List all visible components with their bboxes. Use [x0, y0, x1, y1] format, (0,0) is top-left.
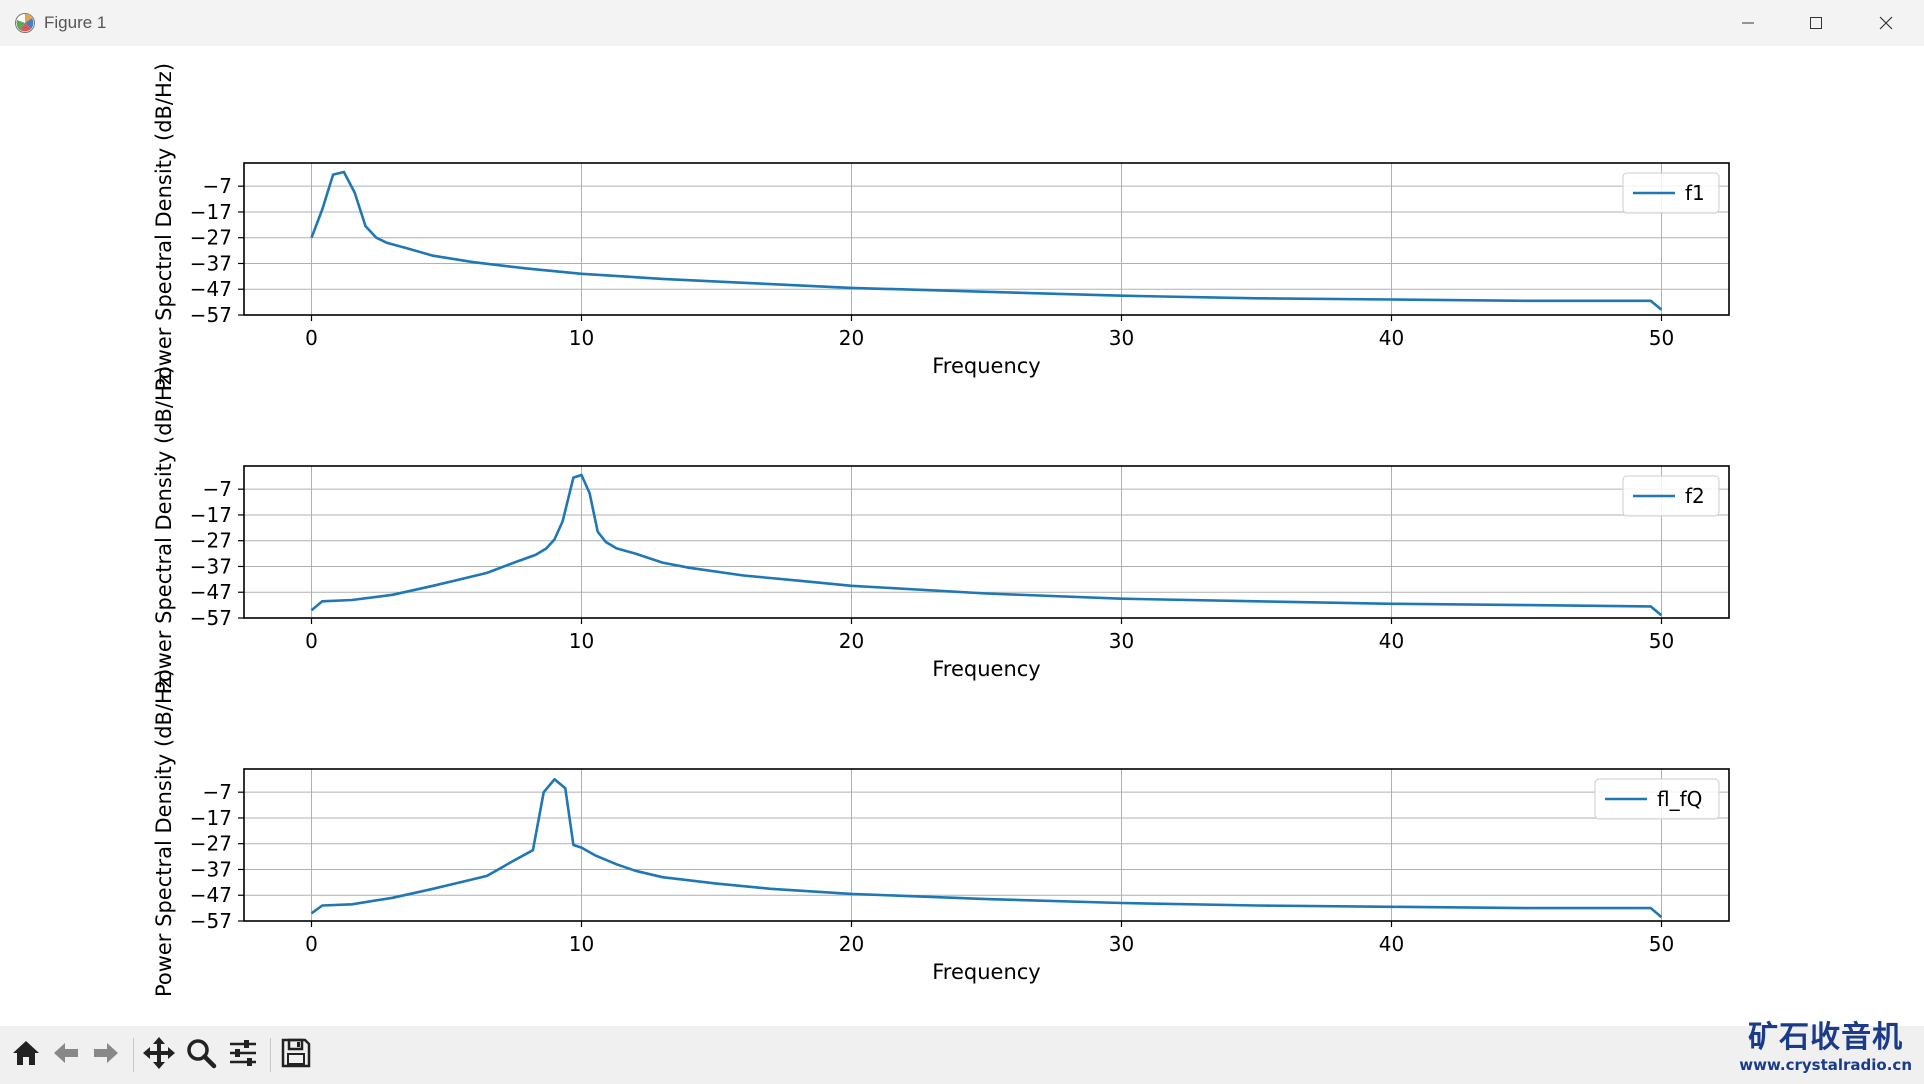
pan-button[interactable]	[139, 1036, 179, 1074]
subplot-2: 0 10 20 30 40 50 −7−17−27−37−47−57 Frequency Pow…	[152, 366, 1730, 694]
x-tick-label: 0	[305, 932, 318, 956]
minimize-button[interactable]	[1714, 0, 1782, 46]
x-tick-label: 20	[839, 326, 864, 350]
y-tick-label: −27	[190, 832, 232, 856]
y-axis-label: Power Spectral Density (dB/Hz)	[152, 366, 176, 694]
home-button[interactable]	[6, 1036, 46, 1074]
series-line-fl_fQ	[310, 777, 1663, 919]
y-tick-label: −47	[190, 580, 232, 604]
watermark-logo: 矿石收音机	[1748, 1020, 1904, 1055]
save-button[interactable]	[276, 1036, 316, 1074]
legend-label: fl_fQ	[1657, 787, 1702, 811]
x-axis-label: Frequency	[932, 960, 1041, 984]
x-tick-label: 40	[1379, 326, 1404, 350]
legend: fl_fQ	[1594, 778, 1720, 820]
sliders-icon	[227, 1037, 259, 1073]
x-tick-label: 10	[569, 932, 594, 956]
x-tick-label: 0	[305, 629, 318, 653]
subplot-1: 0 10 20 30 40 50 −7−17−27−37−47−57 Frequency Pow…	[152, 63, 1730, 391]
x-tick-label: 40	[1379, 932, 1404, 956]
x-tick-label: 10	[569, 629, 594, 653]
y-tick-label: −37	[190, 251, 232, 275]
minimize-icon	[1741, 16, 1755, 30]
navigation-toolbar	[0, 1026, 1924, 1084]
axes-frame	[243, 768, 1730, 922]
y-axis-label: Power Spectral Density (dB/Hz)	[152, 669, 176, 997]
y-axis-label: Power Spectral Density (dB/Hz)	[152, 63, 176, 391]
x-axis-label: Frequency	[932, 657, 1041, 681]
save-icon	[280, 1037, 312, 1073]
maximize-button[interactable]	[1782, 0, 1850, 46]
maximize-icon	[1809, 16, 1823, 30]
window-title: Figure 1	[44, 13, 107, 32]
matplotlib-icon	[14, 12, 36, 34]
toolbar-separator	[270, 1038, 271, 1072]
legend: f2	[1622, 475, 1720, 517]
series-line-f2	[310, 473, 1663, 617]
close-icon	[1879, 16, 1893, 30]
zoom-icon	[185, 1037, 217, 1073]
toolbar-separator	[133, 1038, 134, 1072]
x-tick-label: 30	[1109, 326, 1134, 350]
close-button[interactable]	[1852, 0, 1920, 46]
figure-canvas[interactable]: 0 10 20 30 40 50 −7 −17 −27 −37 −47 −57 Frequency Pow…	[0, 46, 1924, 1026]
title-bar: Figure 1	[0, 0, 1924, 47]
subplot-3: 0 10 20 30 40 50 −7−17−27−37−47−57 Frequency Pow…	[152, 669, 1730, 997]
y-tick-label: −17	[190, 806, 232, 830]
watermark: 矿石收音机 www.crystalradio.cn	[1739, 1020, 1912, 1074]
x-tick-label: 50	[1649, 629, 1674, 653]
arrow-left-icon	[50, 1037, 82, 1073]
x-tick-label: 50	[1649, 932, 1674, 956]
series-line-f1	[310, 170, 1663, 311]
home-icon	[10, 1037, 42, 1073]
y-tick-label: −57	[190, 606, 232, 630]
legend-label: f2	[1685, 484, 1705, 508]
x-tick-label: 30	[1109, 932, 1134, 956]
x-tick-label: 20	[839, 932, 864, 956]
watermark-url: www.crystalradio.cn	[1739, 1056, 1912, 1074]
y-tick-label: −37	[190, 857, 232, 881]
arrow-right-icon	[90, 1037, 122, 1073]
configure-subplots-button[interactable]	[223, 1036, 263, 1074]
y-tick-label: −27	[190, 529, 232, 553]
y-tick-label: −17	[190, 503, 232, 527]
y-tick-label: −37	[190, 554, 232, 578]
y-tick-label: −57	[190, 303, 232, 327]
back-button[interactable]	[46, 1036, 86, 1074]
y-tick-label: −47	[190, 883, 232, 907]
legend-box	[1594, 778, 1720, 820]
legend: f1	[1622, 172, 1720, 214]
x-tick-label: 40	[1379, 629, 1404, 653]
x-tick-label: 50	[1649, 326, 1674, 350]
forward-button[interactable]	[86, 1036, 126, 1074]
x-tick-label: 0	[305, 326, 318, 350]
y-tick-label: −7	[203, 174, 232, 198]
x-tick-label: 30	[1109, 629, 1134, 653]
y-tick-label: −47	[190, 277, 232, 301]
zoom-button[interactable]	[181, 1036, 221, 1074]
axes-frame	[243, 162, 1730, 316]
y-tick-label: −7	[203, 477, 232, 501]
figure-svg: 0 10 20 30 40 50−7−17−27−37−47−57FrequencyPow…	[152, 63, 1730, 997]
y-tick-label: −17	[190, 200, 232, 224]
y-tick-label: −27	[190, 226, 232, 250]
move-icon	[142, 1036, 176, 1074]
x-tick-label: 10	[569, 326, 594, 350]
axes-frame	[243, 465, 1730, 619]
legend-label: f1	[1685, 181, 1705, 205]
x-axis-label: Frequency	[932, 354, 1041, 378]
x-tick-label: 20	[839, 629, 864, 653]
y-tick-label: −7	[203, 780, 232, 804]
y-tick-label: −57	[190, 909, 232, 933]
